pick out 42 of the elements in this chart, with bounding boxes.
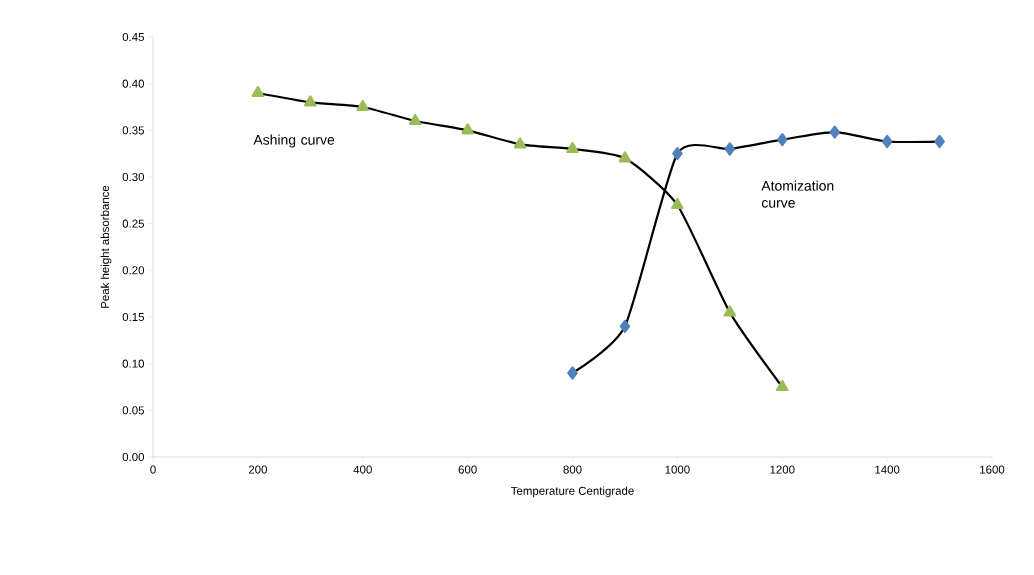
point xyxy=(251,85,265,98)
point xyxy=(356,99,370,112)
point xyxy=(829,125,840,139)
point xyxy=(461,123,474,135)
y-tick-label: 0.00 xyxy=(122,452,145,462)
x-axis-title: Temperature Centigrade xyxy=(510,486,634,498)
point xyxy=(567,366,578,380)
text: Atomization curve xyxy=(761,180,834,208)
point xyxy=(775,379,789,392)
point xyxy=(304,95,317,107)
x-tick-label: 1400 xyxy=(875,465,900,474)
y-tick-label: 0.40 xyxy=(122,79,145,88)
point xyxy=(934,134,945,149)
x-tick-label: 200 xyxy=(248,465,267,474)
point xyxy=(671,197,684,210)
point xyxy=(724,142,736,156)
x-tick-label: 1200 xyxy=(770,465,795,474)
x-tick-label: 0 xyxy=(150,465,156,474)
x-tick-label: 400 xyxy=(353,465,372,474)
y-tick-label: 0.20 xyxy=(122,266,145,275)
point xyxy=(881,134,893,149)
point xyxy=(619,319,631,333)
point xyxy=(513,137,527,149)
text: Ashing curve xyxy=(253,134,335,148)
point xyxy=(672,147,683,161)
x-tick-label: 600 xyxy=(458,465,477,474)
point xyxy=(618,151,632,163)
point xyxy=(566,141,579,154)
x-tick-label: 1600 xyxy=(980,465,1005,474)
y-tick-label: 0.35 xyxy=(122,126,144,135)
y-tick-label: 0.10 xyxy=(122,359,145,368)
y-tick-label: 0.15 xyxy=(122,312,144,322)
y-tick-label: 0.45 xyxy=(122,32,144,42)
y-axis-title: Peak height absorbance xyxy=(100,185,112,308)
x-tick-label: 1000 xyxy=(665,465,690,474)
x-tick-label: 800 xyxy=(563,465,582,474)
point xyxy=(723,305,737,317)
point xyxy=(777,133,788,147)
y-tick-label: 0.30 xyxy=(122,172,145,182)
y-tick-label: 0.25 xyxy=(122,219,144,228)
point xyxy=(408,113,422,126)
y-tick-label: 0.05 xyxy=(122,406,144,415)
